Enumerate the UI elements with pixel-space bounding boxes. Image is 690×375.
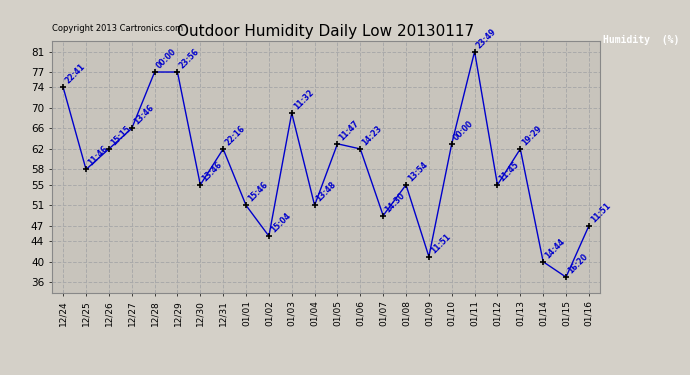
Text: 11:47: 11:47 [337,119,361,142]
Text: 00:00: 00:00 [452,119,475,142]
Text: 11:45: 11:45 [497,160,521,183]
Text: 23:56: 23:56 [177,47,201,70]
Text: 23:49: 23:49 [475,27,498,50]
Text: 11:51: 11:51 [589,201,612,224]
Text: 16:20: 16:20 [566,252,589,276]
Text: 11:46: 11:46 [86,144,110,168]
Text: 15:15: 15:15 [109,124,132,147]
Text: 14:30: 14:30 [383,190,406,214]
Text: 22:16: 22:16 [223,124,246,147]
Text: 22:41: 22:41 [63,62,87,86]
Text: 13:46: 13:46 [132,104,155,127]
Text: 14:44: 14:44 [543,237,566,260]
Text: 00:00: 00:00 [155,47,178,70]
Text: 14:23: 14:23 [360,124,384,147]
Text: Copyright 2013 Cartronics.com: Copyright 2013 Cartronics.com [52,24,183,33]
Text: 13:48: 13:48 [315,180,338,204]
Text: 13:54: 13:54 [406,160,429,183]
Text: 15:04: 15:04 [269,211,293,234]
Text: 13:46: 13:46 [200,160,224,183]
Title: Outdoor Humidity Daily Low 20130117: Outdoor Humidity Daily Low 20130117 [177,24,475,39]
Text: Humidity  (%): Humidity (%) [603,35,680,45]
Text: 11:32: 11:32 [292,88,315,111]
Text: 11:51: 11:51 [429,232,452,255]
Text: 15:46: 15:46 [246,180,269,204]
Text: 19:29: 19:29 [520,124,544,147]
